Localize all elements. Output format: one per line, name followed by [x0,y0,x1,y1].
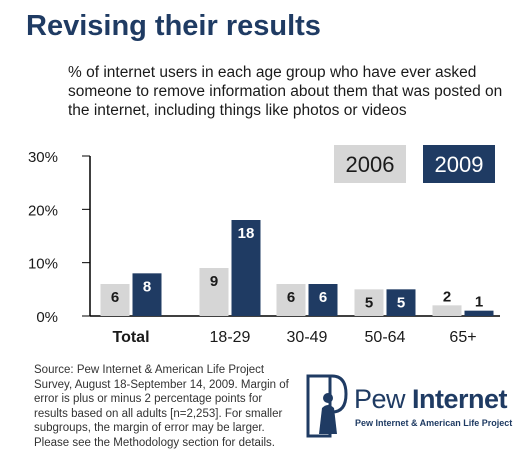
bar-total-2006 [100,284,130,316]
bar-value-label: 9 [210,273,218,290]
bar-value-label: 8 [143,278,151,295]
x-category-label: Total [112,329,149,346]
bar-30-49-2006 [276,284,306,316]
x-category-label: 30-49 [287,329,328,346]
legend-label-2009: 2009 [435,152,484,177]
bar-50-64-2006 [354,289,384,316]
chart-title: Revising their results [26,10,321,42]
bar-18-29-2009 [231,220,261,316]
bar-value-label: 5 [365,294,373,311]
bar-18-29-2006 [199,268,229,316]
bar-50-64-2009 [386,289,416,316]
logo-wordmark: Pew Internet [354,384,508,414]
x-category-label: 65+ [449,329,476,346]
bar-chart: 0% 10% 20% 30% 6 8 Total 9 18 18-29 6 6 30-49 5 5 50-64… [28,145,500,346]
bar-65--2009 [464,310,494,316]
legend-label-2006: 2006 [346,152,395,177]
pew-internet-logo: Pew Internet Pew Internet & American Lif… [302,372,512,442]
chart-subtitle: % of internet users in each age group wh… [68,64,503,119]
bar-value-label: 6 [319,289,327,306]
bar-value-label: 6 [287,289,295,306]
bar-30-49-2009 [308,284,338,316]
pew-logo-icon [306,374,348,438]
legend-swatch-2006 [334,145,406,183]
source-note: Source: Pew Internet & American Life Pro… [34,364,289,449]
logo-subtitle: Pew Internet & American Life Project [355,418,513,428]
x-category-label: 50-64 [365,329,406,346]
bar-value-label: 6 [111,289,119,306]
bar-65--2006 [432,305,462,316]
bar-total-2009 [132,273,162,316]
y-tick-label: 10% [28,256,58,273]
bar-value-label: 2 [443,288,451,305]
legend-swatch-2009 [423,145,495,183]
y-tick-label: 30% [28,149,58,166]
y-tick-label: 0% [36,309,58,326]
x-category-label: 18-29 [210,329,251,346]
bar-value-label: 1 [475,294,483,311]
bar-value-label: 5 [397,294,405,311]
y-tick-label: 20% [28,202,58,219]
bar-value-label: 18 [238,225,255,242]
